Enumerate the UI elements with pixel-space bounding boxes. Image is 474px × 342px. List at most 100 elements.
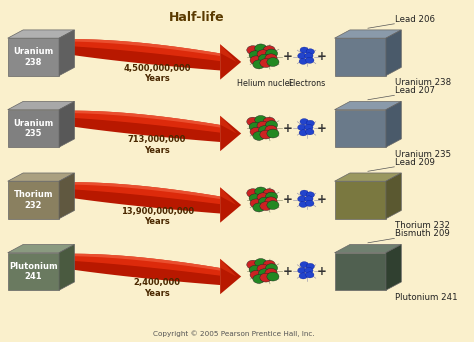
Circle shape (257, 50, 269, 58)
Circle shape (300, 47, 309, 53)
Text: Plutonium 241: Plutonium 241 (395, 293, 458, 302)
Text: 2,400,000
Years: 2,400,000 Years (134, 278, 181, 298)
Circle shape (258, 54, 271, 63)
Circle shape (265, 197, 277, 206)
Circle shape (265, 268, 277, 277)
Text: +: + (283, 265, 293, 278)
Circle shape (260, 273, 272, 282)
Circle shape (247, 189, 259, 198)
Circle shape (305, 124, 313, 130)
Polygon shape (8, 110, 59, 147)
Polygon shape (64, 111, 220, 142)
Polygon shape (64, 254, 220, 285)
Circle shape (253, 131, 265, 140)
Polygon shape (64, 182, 220, 199)
Circle shape (265, 49, 278, 58)
Text: Lead 209: Lead 209 (395, 158, 435, 167)
Circle shape (298, 267, 306, 274)
Polygon shape (64, 254, 220, 271)
Circle shape (263, 189, 275, 198)
Circle shape (299, 273, 308, 279)
Circle shape (255, 259, 267, 267)
Polygon shape (386, 173, 401, 219)
Circle shape (257, 193, 269, 202)
Text: Thorium 232: Thorium 232 (395, 221, 450, 231)
Polygon shape (335, 102, 401, 110)
Circle shape (300, 262, 309, 268)
Polygon shape (220, 44, 241, 80)
Circle shape (265, 264, 278, 273)
Circle shape (299, 201, 308, 208)
Text: Lead 206: Lead 206 (395, 15, 435, 24)
Polygon shape (335, 30, 401, 38)
Circle shape (257, 121, 269, 130)
Circle shape (267, 272, 279, 281)
Circle shape (299, 58, 308, 64)
Text: +: + (317, 50, 327, 63)
Polygon shape (220, 259, 241, 294)
Text: Helium nuclei: Helium nuclei (237, 79, 292, 88)
Circle shape (265, 126, 277, 134)
Polygon shape (220, 187, 237, 205)
Circle shape (263, 45, 275, 54)
Circle shape (253, 203, 265, 212)
Polygon shape (8, 38, 59, 76)
Polygon shape (335, 38, 386, 76)
Polygon shape (220, 116, 241, 151)
Circle shape (249, 122, 261, 131)
Circle shape (306, 120, 314, 127)
Text: Uranium
238: Uranium 238 (13, 47, 54, 67)
Text: Electrons: Electrons (288, 79, 325, 88)
Polygon shape (335, 173, 401, 181)
Circle shape (249, 194, 261, 203)
Circle shape (255, 187, 267, 196)
Text: 4,500,000,000
Years: 4,500,000,000 Years (123, 64, 191, 83)
Circle shape (258, 269, 271, 278)
Polygon shape (386, 245, 401, 290)
Circle shape (253, 275, 265, 284)
Circle shape (260, 202, 272, 211)
Polygon shape (8, 102, 74, 110)
Text: +: + (283, 50, 293, 63)
Circle shape (306, 272, 314, 278)
Polygon shape (8, 253, 59, 290)
Circle shape (298, 53, 306, 59)
Circle shape (247, 260, 259, 269)
Text: Uranium 238: Uranium 238 (395, 78, 451, 87)
Circle shape (250, 271, 262, 279)
Polygon shape (64, 182, 220, 204)
Circle shape (263, 260, 275, 269)
Text: Uranium 235: Uranium 235 (395, 150, 451, 159)
Circle shape (305, 196, 313, 202)
Text: +: + (283, 194, 293, 207)
Polygon shape (59, 173, 74, 219)
Polygon shape (8, 173, 74, 181)
Circle shape (250, 199, 262, 208)
Text: Copyright © 2005 Pearson Prentice Hall, Inc.: Copyright © 2005 Pearson Prentice Hall, … (154, 331, 315, 337)
Circle shape (305, 53, 313, 59)
Text: Plutonium
241: Plutonium 241 (9, 262, 58, 281)
Polygon shape (8, 30, 74, 38)
Circle shape (255, 116, 267, 124)
Circle shape (257, 264, 269, 273)
Circle shape (265, 54, 277, 63)
Circle shape (298, 124, 306, 130)
Circle shape (249, 265, 261, 274)
Text: +: + (317, 122, 327, 135)
Circle shape (265, 121, 278, 129)
Polygon shape (59, 102, 74, 147)
Polygon shape (64, 39, 220, 61)
Text: 13,900,000,000
Years: 13,900,000,000 Years (120, 207, 194, 226)
Polygon shape (386, 30, 401, 76)
Polygon shape (8, 181, 59, 219)
Polygon shape (64, 111, 220, 128)
Polygon shape (335, 245, 401, 253)
Circle shape (306, 49, 314, 55)
Polygon shape (64, 182, 220, 213)
Circle shape (298, 196, 306, 202)
Text: +: + (317, 265, 327, 278)
Circle shape (247, 45, 259, 54)
Circle shape (300, 190, 309, 196)
Text: 713,000,000
Years: 713,000,000 Years (128, 135, 186, 155)
Circle shape (305, 267, 313, 274)
